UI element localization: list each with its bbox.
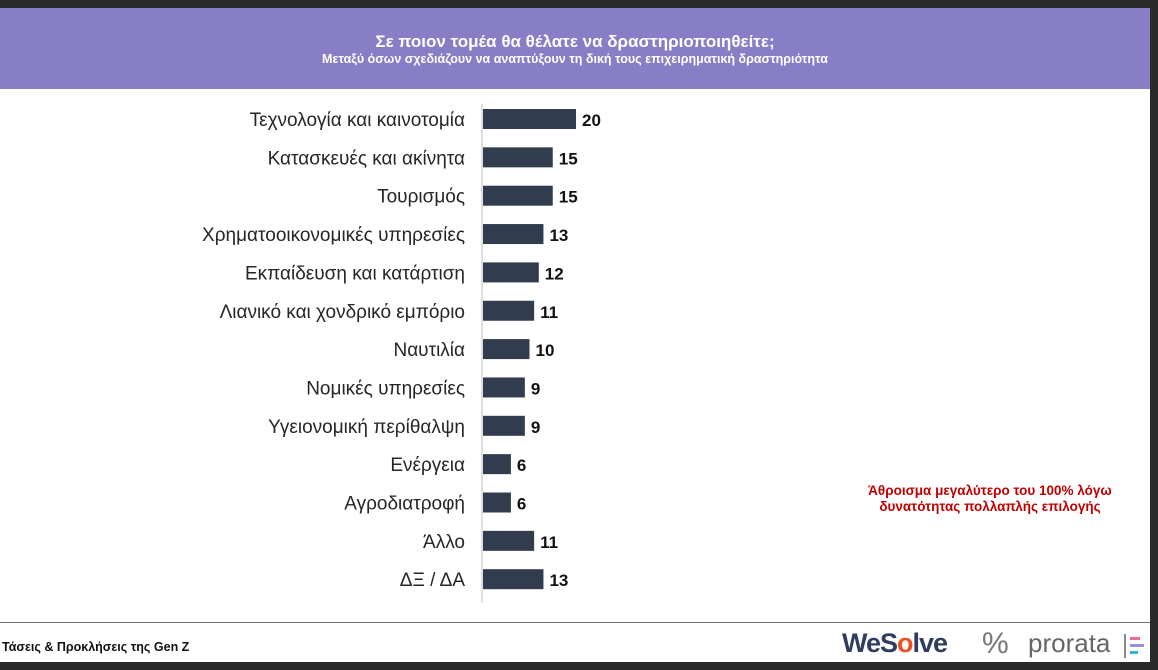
bar	[483, 109, 576, 129]
bar	[483, 147, 553, 168]
value-label: 10	[536, 341, 555, 360]
category-label: Ενέργεια	[390, 455, 465, 476]
prorata-bars-icon	[1124, 634, 1146, 658]
category-label: Λιανικό και χονδρικό εμπόριο	[220, 302, 465, 323]
category-label: Νομικές υπηρεσίες	[306, 378, 465, 399]
value-label: 6	[517, 456, 526, 475]
wesolve-logo-part: WeS	[842, 628, 898, 658]
value-label: 12	[545, 264, 564, 283]
multiple-choice-note: Άθροισμα μεγαλύτερο του 100% λόγω δυνατό…	[868, 483, 1112, 514]
value-label: 15	[559, 149, 578, 168]
value-label: 20	[582, 111, 601, 130]
bar	[483, 300, 535, 321]
bar	[483, 492, 511, 513]
category-label: Υγειονομική περίθαλψη	[268, 417, 465, 438]
bar	[483, 262, 539, 283]
value-label: 6	[517, 495, 526, 514]
bar	[483, 569, 544, 590]
value-label: 13	[549, 226, 568, 245]
category-label: Άλλο	[423, 532, 465, 553]
category-label: Αγροδιατροφή	[344, 494, 465, 515]
value-label: 13	[549, 571, 568, 590]
header-banner: Σε ποιον τομέα θα θέλατε να δραστηριοποι…	[0, 8, 1150, 89]
category-label: Τουρισμός	[377, 187, 465, 208]
percent-logo: %	[982, 627, 1009, 660]
bar	[483, 415, 525, 436]
chart-subtitle: Μεταξύ όσων σχεδιάζουν να αναπτύξουν τη …	[322, 52, 828, 66]
bars-group: Τεχνολογία και καινοτομία 20 Κατασκευές κα…	[202, 109, 601, 591]
wesolve-logo-end: lve	[912, 628, 949, 658]
slide: Σε ποιον τομέα θα θέλατε να δραστηριοποι…	[0, 8, 1150, 662]
category-label: ΔΞ / ΔΑ	[400, 570, 466, 591]
category-label: Τεχνολογία και καινοτομία	[250, 110, 465, 131]
bar	[483, 377, 525, 398]
prorata-logo: prorata	[1028, 628, 1111, 658]
category-label: Εκπαίδευση και κατάρτιση	[245, 263, 465, 284]
value-label: 9	[531, 379, 540, 398]
bar	[483, 339, 530, 360]
wesolve-logo: WeSolve	[842, 628, 949, 659]
wesolve-logo-accent: o	[897, 628, 913, 658]
bar-chart: Τεχνολογία και καινοτομία 20 Κατασκευές κα…	[202, 104, 601, 603]
value-label: 15	[559, 188, 578, 207]
bar	[483, 224, 544, 245]
value-label: 11	[540, 303, 558, 322]
footer-title: Τάσεις & Προκλήσεις της Gen Z	[2, 640, 190, 654]
bar	[483, 185, 553, 206]
bar	[483, 454, 511, 475]
value-label: 11	[540, 533, 558, 552]
category-label: Κατασκευές και ακίνητα	[268, 148, 465, 169]
footer-divider	[0, 622, 1150, 623]
category-label: Χρηματοοικονομικές υπηρεσίες	[202, 225, 465, 246]
value-label: 9	[531, 418, 540, 437]
chart-title: Σε ποιον τομέα θα θέλατε να δραστηριοποι…	[375, 32, 775, 51]
category-label: Ναυτιλία	[393, 340, 465, 361]
bar	[483, 530, 535, 551]
